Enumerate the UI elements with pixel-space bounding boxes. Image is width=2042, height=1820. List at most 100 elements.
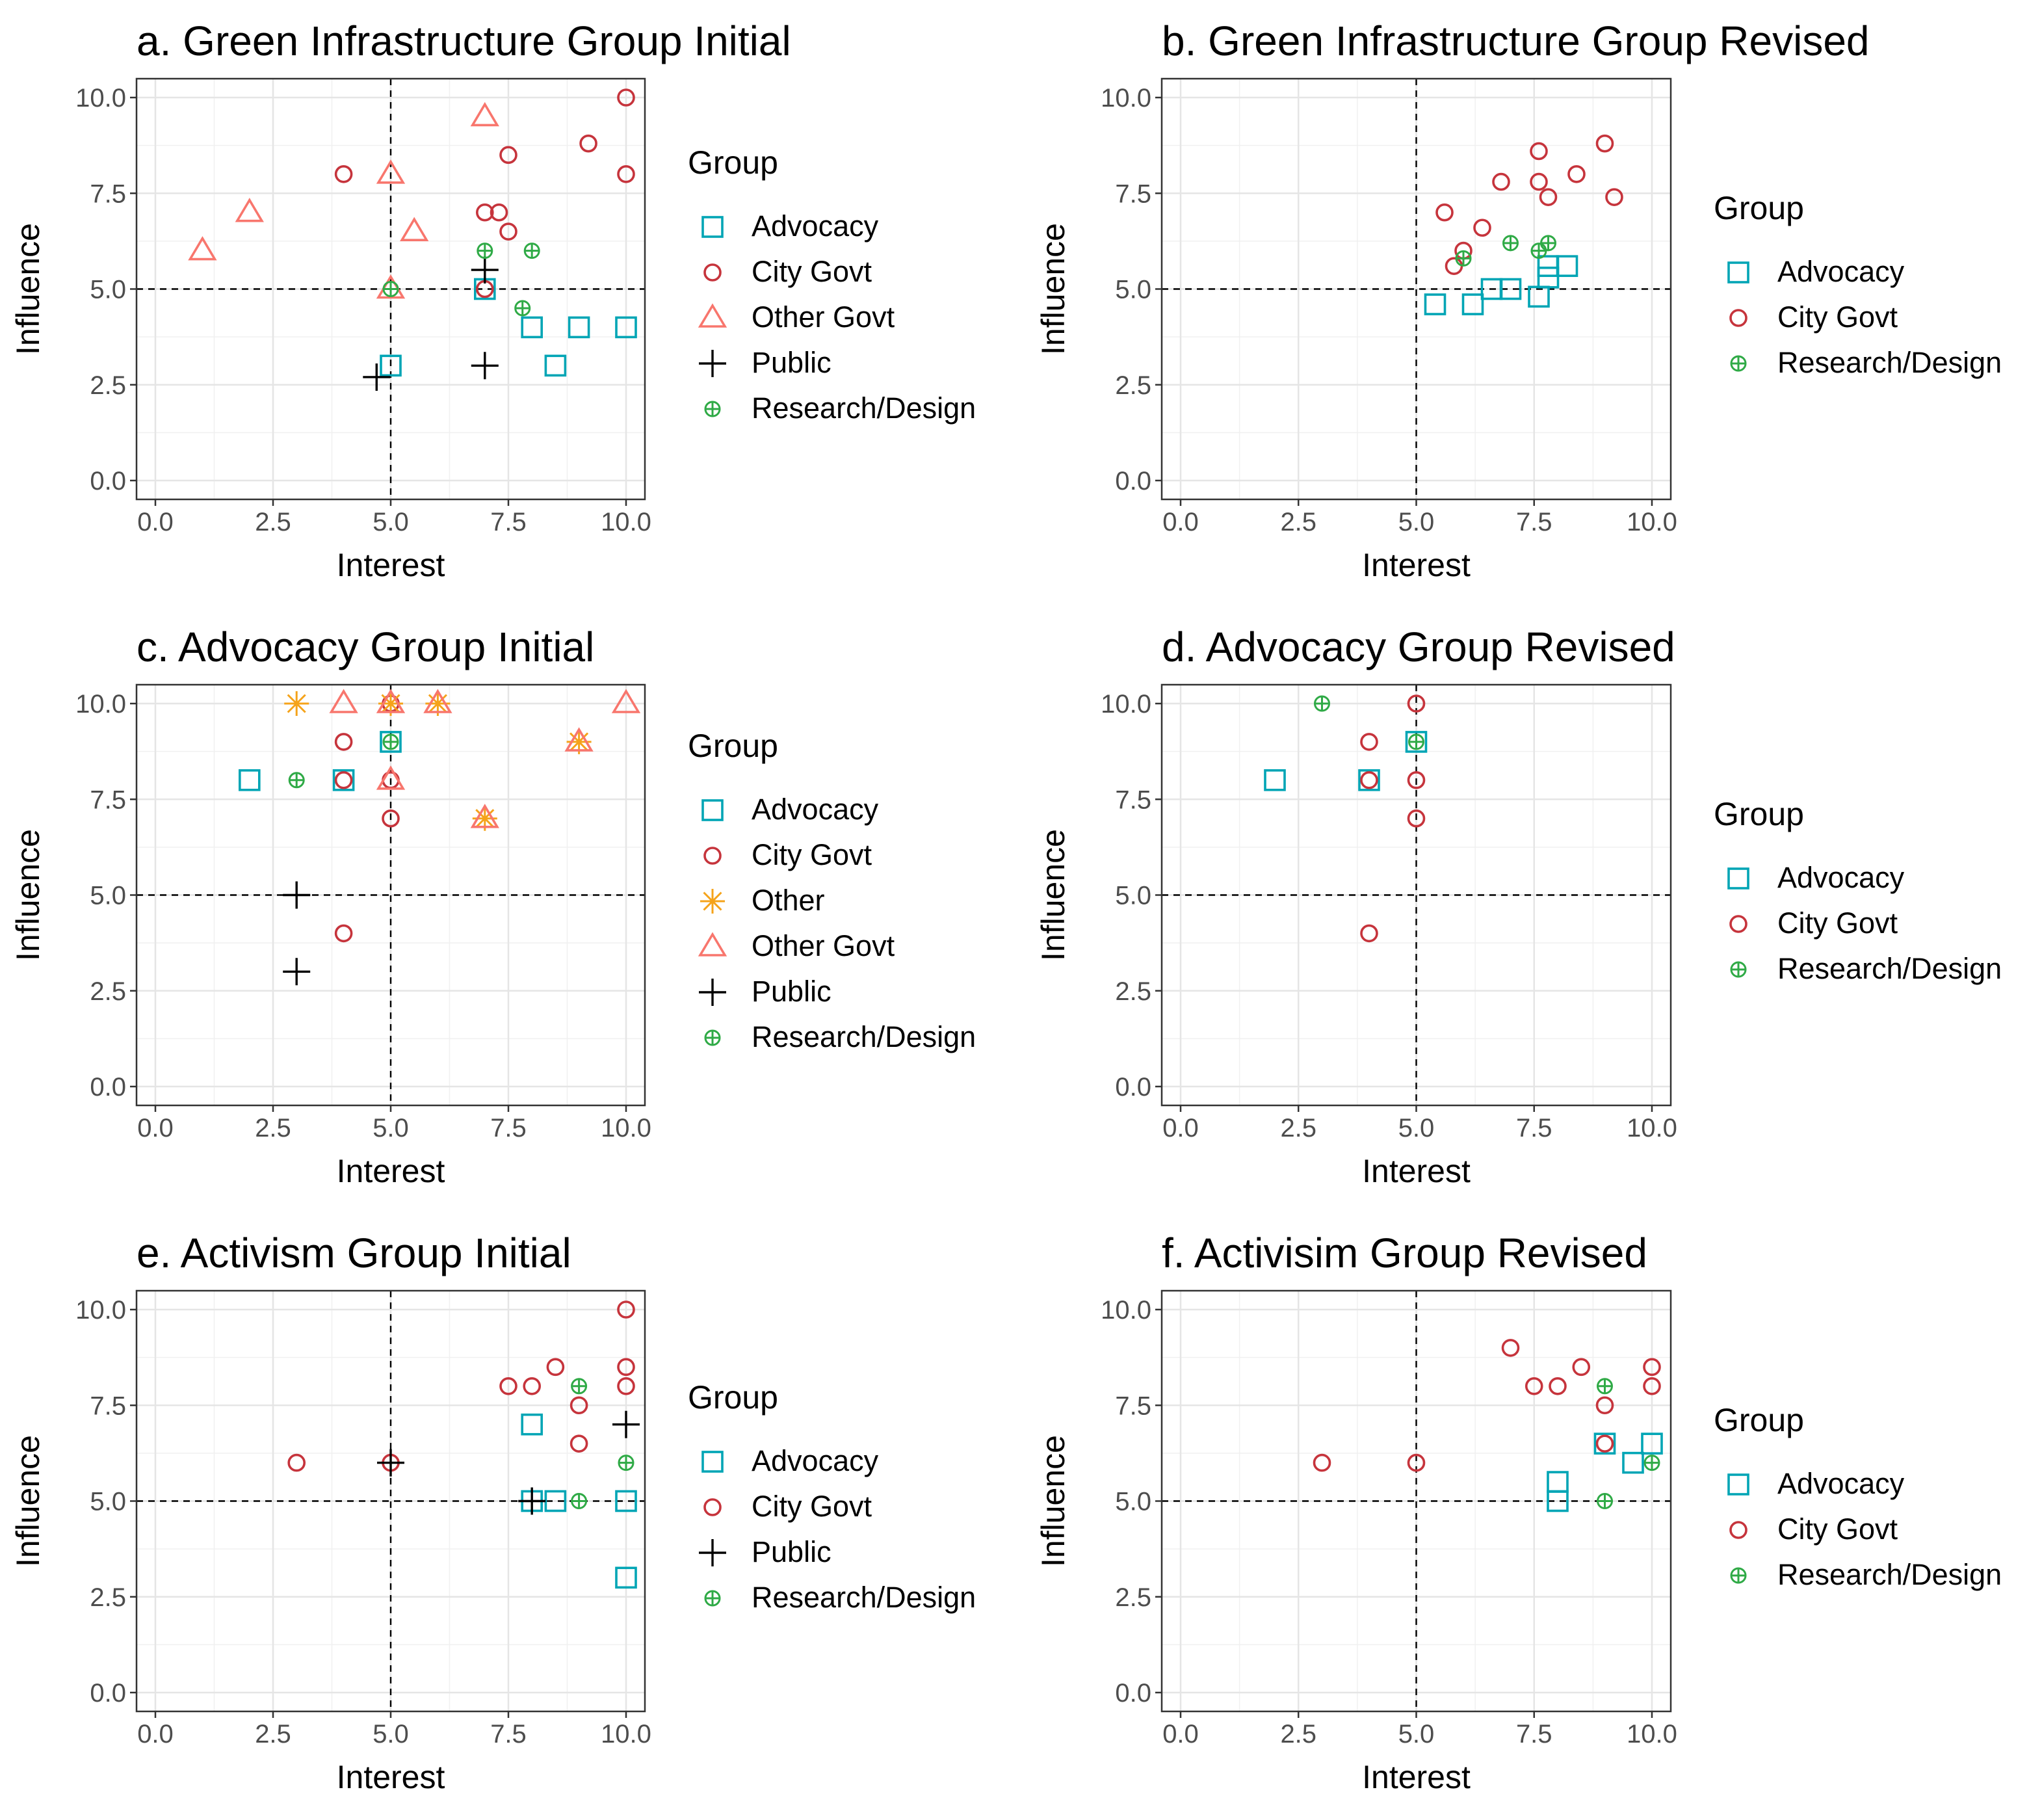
legend-key-research-design [704, 1590, 721, 1607]
legend: Group Advocacy City Govt Other Other Govt Pub… [688, 728, 976, 1053]
x-axis-label: Interest [1362, 547, 1471, 583]
legend: Group Advocacy City Govt Research/Design [1714, 1402, 2002, 1591]
data-point-advocacy [380, 354, 402, 377]
legend-key-research-design [1730, 1567, 1747, 1584]
y-tick-label: 2.5 [1115, 977, 1151, 1006]
data-point-other-govt [329, 689, 358, 713]
data-point-other-govt [235, 198, 264, 222]
x-tick-label: 0.0 [1162, 1720, 1199, 1748]
data-point-advocacy [1537, 267, 1560, 289]
x-tick-label: 5.0 [373, 1114, 409, 1142]
data-point-advocacy [521, 1413, 543, 1436]
x-tick-label: 0.0 [137, 508, 174, 536]
data-point-advocacy [568, 316, 590, 339]
y-tick-label: 5.0 [90, 1488, 126, 1516]
y-tick-label: 0.0 [90, 1679, 126, 1708]
legend-key-city-govt [1729, 309, 1747, 327]
legend-label-advocacy: Advocacy [1777, 861, 1905, 894]
legend-label-public: Public [752, 975, 831, 1008]
legend-label-public: Public [752, 1535, 831, 1568]
legend-label-city-govt: City Govt [752, 838, 872, 871]
x-tick-label: 0.0 [1162, 1114, 1199, 1142]
y-tick-label: 0.0 [1115, 1073, 1151, 1101]
legend-key-advocacy [701, 799, 724, 821]
data-point-advocacy [1593, 1432, 1616, 1455]
data-point-advocacy [332, 769, 355, 791]
data-point-research-design [382, 281, 399, 297]
data-point-advocacy [1556, 255, 1578, 277]
legend-label-advocacy: Advocacy [1777, 1467, 1905, 1500]
data-point-other [472, 806, 497, 831]
data-point-city-govt [1407, 809, 1426, 828]
data-point-research-design [1314, 695, 1331, 712]
chart-panel-a: 0.0 2.5 5.0 7.5 10.0 0.0 2.5 5.0 7.5 10.0 Interest… [10, 18, 976, 583]
data-point-city-govt [287, 1453, 306, 1472]
y-tick-label: 10.0 [1101, 84, 1151, 112]
data-point-city-govt [1407, 694, 1426, 713]
legend-key-research-design [1730, 961, 1747, 978]
data-point-city-govt [382, 809, 400, 828]
legend-key-public [699, 979, 726, 1006]
y-tick-label: 5.0 [1115, 276, 1151, 304]
legend: Group Advocacy City Govt Other Govt Public Re… [688, 144, 976, 425]
y-tick-label: 2.5 [90, 977, 126, 1006]
x-tick-label: 10.0 [601, 508, 651, 536]
data-point-research-design [1502, 235, 1519, 252]
data-point-other-govt [376, 765, 406, 790]
y-tick-label: 0.0 [90, 1073, 126, 1101]
data-point-research-design [477, 243, 493, 259]
x-tick-label: 5.0 [373, 508, 409, 536]
data-point-city-govt [1643, 1358, 1661, 1377]
legend-key-research-design [704, 401, 721, 417]
data-point-other-govt [400, 217, 429, 241]
data-point-research-design [523, 243, 540, 259]
legend-key-advocacy [701, 216, 724, 238]
legend-label-advocacy: Advocacy [1777, 255, 1905, 288]
data-point-city-govt [334, 771, 353, 789]
data-point-advocacy [615, 1490, 637, 1512]
data-point-other-govt [188, 236, 217, 261]
data-point-city-govt [1595, 1434, 1614, 1453]
y-tick-label: 2.5 [90, 371, 126, 400]
data-point-advocacy [1358, 769, 1380, 791]
x-tick-label: 2.5 [1280, 1114, 1316, 1142]
y-tick-label: 5.0 [1115, 882, 1151, 910]
chart-title: d. Advocacy Group Revised [1162, 624, 1675, 670]
data-point-research-design [571, 1493, 588, 1509]
y-tick-label: 10.0 [75, 1296, 126, 1325]
x-tick-label: 10.0 [601, 1114, 651, 1142]
legend-title: Group [1714, 796, 1804, 832]
legend-key-other [700, 889, 725, 914]
data-point-city-govt [475, 203, 494, 222]
data-point-public [363, 363, 391, 391]
data-point-city-govt [617, 1358, 635, 1377]
x-tick-label: 10.0 [1627, 508, 1677, 536]
legend-key-advocacy [1727, 261, 1749, 284]
legend-key-city-govt [1729, 915, 1747, 933]
data-point-research-design [1597, 1378, 1614, 1395]
legend-key-other-govt [698, 303, 727, 328]
legend-label-city-govt: City Govt [752, 255, 872, 288]
y-tick-label: 10.0 [1101, 690, 1151, 719]
data-point-city-govt [1407, 1453, 1426, 1472]
x-tick-label: 0.0 [137, 1114, 174, 1142]
data-point-other-govt [611, 689, 641, 713]
data-point-advocacy [1547, 1490, 1569, 1512]
chart-title: a. Green Infrastructure Group Initial [137, 18, 791, 64]
data-point-city-govt [499, 222, 517, 241]
y-tick-label: 7.5 [90, 1391, 126, 1420]
legend-key-city-govt [703, 263, 722, 282]
legend-key-advocacy [1727, 867, 1749, 890]
legend: Group Advocacy City Govt Research/Design [1714, 190, 2002, 379]
legend-label-city-govt: City Govt [1777, 300, 1898, 334]
data-point-city-govt [1473, 218, 1491, 237]
data-point-city-govt [490, 203, 508, 222]
y-tick-label: 10.0 [75, 690, 126, 719]
x-tick-label: 5.0 [1398, 1114, 1435, 1142]
data-point-advocacy [1641, 1432, 1663, 1455]
chart-title: b. Green Infrastructure Group Revised [1162, 18, 1870, 64]
y-tick-label: 2.5 [1115, 371, 1151, 400]
y-axis-label: Influence [10, 1435, 46, 1567]
data-point-city-govt [499, 146, 517, 165]
legend-label-research-design: Research/Design [1777, 1558, 2002, 1591]
